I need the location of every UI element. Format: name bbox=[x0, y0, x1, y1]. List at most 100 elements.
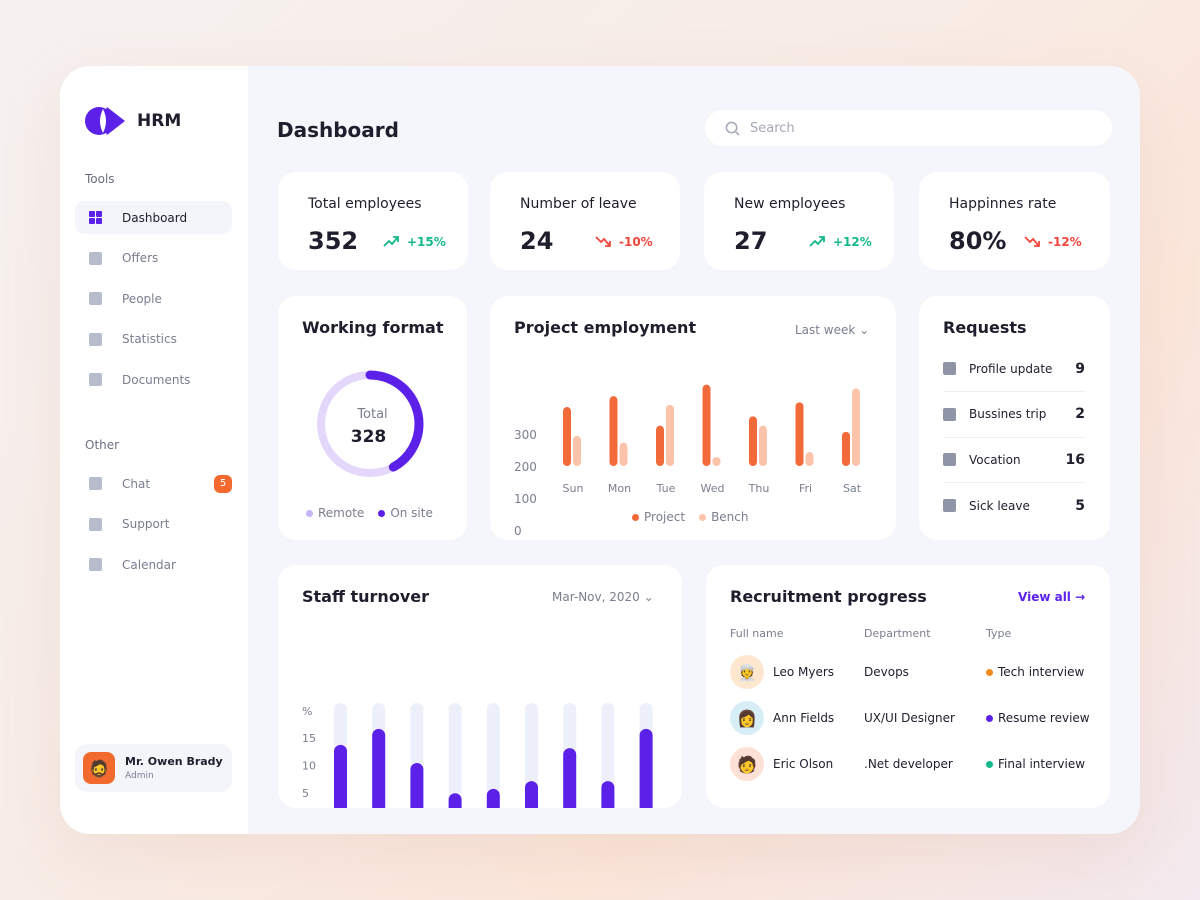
stat-label: Happinnes rate bbox=[949, 196, 1057, 212]
page-title: Dashboard bbox=[277, 118, 399, 142]
support-icon bbox=[89, 517, 102, 531]
request-icon bbox=[943, 407, 956, 421]
bar-bench bbox=[852, 388, 860, 466]
stat-card: Total employees 352 +15% bbox=[278, 172, 468, 270]
chat-icon bbox=[89, 477, 102, 490]
stat-change: -10% bbox=[595, 234, 653, 249]
y-tick-label: 15 bbox=[302, 732, 316, 745]
other-label: Other bbox=[85, 438, 120, 452]
search-icon bbox=[725, 121, 740, 136]
y-tick-label: 5 bbox=[302, 787, 309, 800]
bar-project bbox=[842, 431, 850, 466]
sidebar-item-support[interactable]: Support bbox=[75, 508, 232, 541]
stat-change: +15% bbox=[383, 234, 446, 249]
request-item[interactable]: Sick leave 5 bbox=[943, 483, 1085, 529]
y-tick-label: 10 bbox=[302, 760, 316, 773]
type-status: Resume review bbox=[986, 711, 1090, 725]
trend-up-icon bbox=[809, 236, 825, 247]
card-title: Project employment bbox=[514, 318, 697, 337]
sidebar-item-people[interactable]: People bbox=[75, 282, 232, 315]
chat-badge: 5 bbox=[214, 474, 232, 493]
card-title: Staff turnover bbox=[302, 587, 429, 606]
legend-project: Project bbox=[632, 510, 685, 524]
header-type: Type bbox=[986, 627, 1012, 640]
stat-card: Number of leave 24 -10% bbox=[490, 172, 680, 270]
user-role: Admin bbox=[125, 771, 154, 781]
legend-onsite: On site bbox=[378, 506, 433, 520]
bar-turnover bbox=[525, 781, 538, 808]
person-icon bbox=[89, 292, 102, 305]
project-employment-card: Project employment Last week ⌄ 300 200 100… bbox=[490, 296, 896, 540]
y-tick-label: 200 bbox=[514, 460, 537, 474]
bar-turnover bbox=[639, 728, 653, 808]
period-dropdown[interactable]: Mar-Nov, 2020 ⌄ bbox=[552, 590, 654, 604]
bar-project bbox=[749, 416, 757, 466]
app-window: HRM Tools Dashboard Offers People Statistic… bbox=[60, 66, 1140, 834]
project-chart: 300 200 100 0 Sun Mon Tue Wed Thu Fri Sat bbox=[514, 384, 862, 538]
sidebar-item-calendar[interactable]: Calendar bbox=[75, 548, 232, 581]
sidebar-item-offers[interactable]: Offers bbox=[75, 242, 232, 275]
chevron-down-icon: ⌄ bbox=[859, 323, 870, 337]
y-tick-label: 0 bbox=[514, 524, 522, 538]
staff-turnover-card: Staff turnover Mar-Nov, 2020 ⌄ %151050Ma… bbox=[278, 565, 682, 808]
bar-chart-icon bbox=[89, 332, 102, 346]
card-title: Recruitment progress bbox=[730, 587, 927, 606]
legend-bench: Bench bbox=[699, 510, 749, 524]
avatar: 👩 bbox=[730, 701, 764, 735]
bar-turnover bbox=[563, 748, 577, 808]
bar-turnover bbox=[601, 781, 615, 808]
trend-up-icon bbox=[383, 236, 399, 247]
period-dropdown[interactable]: Last week ⌄ bbox=[795, 323, 870, 337]
x-tick-label: Thu bbox=[748, 482, 770, 495]
bar-bench bbox=[573, 435, 581, 466]
bar-track bbox=[486, 703, 500, 808]
table-row[interactable]: 👩 Ann Fields UX/UI Designer Resume review bbox=[730, 701, 1090, 735]
legend-remote: Remote bbox=[306, 506, 364, 520]
bar-track bbox=[448, 703, 462, 808]
bar-project bbox=[795, 402, 804, 466]
bar-bench bbox=[619, 442, 628, 466]
request-item[interactable]: Profile update 9 bbox=[943, 346, 1085, 392]
bar-turnover bbox=[334, 744, 347, 808]
sidebar-item-chat[interactable]: Chat 5 bbox=[75, 467, 232, 500]
bar-bench bbox=[712, 457, 721, 466]
sidebar-item-documents[interactable]: Documents bbox=[75, 363, 232, 396]
total-value: 328 bbox=[350, 427, 387, 447]
donut-onsite bbox=[316, 370, 424, 478]
x-tick-label: Mon bbox=[608, 482, 631, 495]
request-item[interactable]: Bussines trip 2 bbox=[943, 392, 1085, 438]
trend-down-icon bbox=[1024, 236, 1040, 247]
x-tick-label: Tue bbox=[656, 482, 676, 495]
x-tick-label: Fri bbox=[799, 482, 812, 495]
sidebar-item-statistics[interactable]: Statistics bbox=[75, 323, 232, 356]
trend-down-icon bbox=[595, 236, 611, 247]
bar-track bbox=[601, 703, 615, 808]
request-icon bbox=[943, 362, 956, 375]
stat-label: New employees bbox=[734, 196, 846, 212]
x-tick-label: Sun bbox=[563, 482, 584, 495]
request-item[interactable]: Vocation 16 bbox=[943, 437, 1085, 483]
table-row[interactable]: 👳 Leo Myers Devops Tech interview bbox=[730, 655, 1090, 689]
type-status: Final interview bbox=[986, 757, 1085, 771]
working-format-card: Working format Total 328 Remote On site bbox=[278, 296, 467, 540]
grid-icon bbox=[89, 211, 102, 224]
table-row[interactable]: 🧑 Eric Olson .Net developer Final interview bbox=[730, 747, 1090, 781]
document-icon bbox=[89, 373, 102, 386]
sidebar-item-dashboard[interactable]: Dashboard bbox=[75, 201, 232, 234]
view-all-link[interactable]: View all → bbox=[1018, 590, 1086, 604]
x-tick-label: Sat bbox=[843, 482, 862, 495]
y-tick-label: 100 bbox=[514, 492, 537, 506]
user-name: Mr. Owen Brady bbox=[125, 755, 223, 768]
bar-bench bbox=[666, 404, 674, 466]
logo[interactable]: HRM bbox=[85, 106, 181, 136]
user-profile[interactable]: 🧔 Mr. Owen Brady Admin bbox=[75, 744, 232, 792]
bar-turnover bbox=[486, 788, 500, 808]
search-placeholder: Search bbox=[750, 120, 795, 136]
sidebar: HRM Tools Dashboard Offers People Statistic… bbox=[60, 66, 248, 834]
bar-project bbox=[702, 384, 711, 466]
search-input[interactable]: Search bbox=[705, 110, 1112, 146]
arrow-right-icon: → bbox=[1075, 590, 1086, 604]
bar-track bbox=[525, 703, 538, 808]
bar-project bbox=[656, 425, 664, 466]
stat-change: -12% bbox=[1024, 234, 1082, 249]
